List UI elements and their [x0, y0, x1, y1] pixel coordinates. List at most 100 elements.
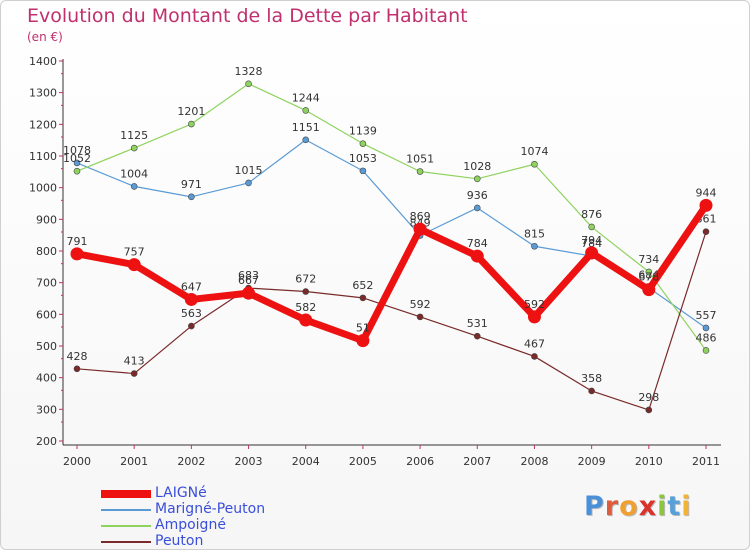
y-tick-label: 1000 — [29, 182, 57, 195]
x-tick-label: 2009 — [578, 455, 606, 468]
x-tick-label: 2010 — [635, 455, 663, 468]
y-tick-label: 900 — [36, 213, 57, 226]
data-point — [245, 80, 252, 88]
data-point — [702, 347, 710, 354]
y-tick-label: 400 — [36, 372, 57, 385]
legend-swatch — [101, 490, 151, 498]
data-label: 557 — [696, 309, 717, 322]
legend-label: Marigné-Peuton — [155, 501, 266, 517]
x-tick-label: 2002 — [177, 455, 205, 468]
data-point — [702, 324, 710, 332]
logo-letter: i — [657, 491, 668, 522]
chart-title: Evolution du Montant de la Dette par Hab… — [27, 5, 468, 27]
proxiti-logo: Proxiti — [584, 491, 692, 522]
data-label: 647 — [181, 280, 202, 293]
x-tick-label: 2005 — [349, 455, 377, 468]
x-tick-label: 2006 — [406, 455, 434, 468]
y-tick-label: 1200 — [29, 118, 57, 131]
data-label: 1051 — [406, 153, 434, 166]
data-label: 428 — [67, 350, 88, 363]
logo-letter: r — [604, 491, 620, 522]
x-tick-label: 2008 — [520, 455, 548, 468]
data-label: 1053 — [349, 152, 377, 165]
data-label: 486 — [696, 331, 717, 344]
data-point — [184, 292, 198, 306]
data-point — [359, 294, 367, 302]
data-point — [413, 222, 427, 236]
data-point — [699, 198, 713, 212]
data-point — [645, 406, 653, 414]
y-tick-label: 1100 — [29, 150, 57, 163]
data-label: 794 — [581, 234, 602, 247]
series-marigne-peuton: 1078100497110151151105384993681578468455… — [63, 121, 717, 332]
data-point — [588, 223, 595, 231]
data-point — [473, 332, 481, 340]
x-tick-label: 2004 — [292, 455, 320, 468]
y-tick-label: 1400 — [29, 55, 57, 68]
data-point — [527, 310, 541, 324]
data-point — [245, 179, 252, 187]
x-tick-label: 2001 — [120, 455, 148, 468]
data-label: 672 — [295, 273, 316, 286]
data-label: 936 — [467, 189, 488, 202]
series-line — [76, 203, 709, 345]
data-point — [242, 286, 256, 300]
series-line — [76, 139, 707, 329]
data-point — [359, 167, 367, 175]
data-label: 531 — [467, 317, 488, 330]
y-tick-label: 200 — [36, 435, 57, 448]
data-point — [73, 167, 81, 175]
data-label: 1139 — [349, 125, 377, 138]
logo-letter: o — [619, 491, 639, 522]
data-label: 971 — [181, 178, 202, 191]
data-point — [588, 387, 595, 395]
data-point — [585, 246, 599, 260]
data-label: 791 — [67, 235, 88, 248]
data-label: 757 — [124, 246, 145, 259]
data-point — [416, 313, 424, 321]
data-point — [188, 193, 195, 201]
unit-label: (en €) — [27, 30, 63, 44]
data-label: 667 — [238, 274, 259, 287]
data-label: 869 — [410, 210, 431, 223]
legend-label: LAIGNé — [155, 485, 207, 501]
data-point — [470, 249, 484, 263]
data-label: 1028 — [463, 160, 491, 173]
data-label: 1244 — [292, 91, 320, 104]
data-label: 876 — [581, 208, 602, 221]
legend-swatch — [101, 509, 151, 511]
data-point — [531, 353, 538, 360]
x-tick-label: 2003 — [235, 455, 263, 468]
data-label: 678 — [638, 271, 659, 284]
series-ampoigne: 1052112512011328124411391051102810748767… — [63, 65, 717, 354]
data-label: 734 — [638, 253, 659, 266]
data-point — [130, 183, 138, 190]
data-label: 1074 — [520, 145, 548, 158]
legend-label: Ampoigné — [155, 517, 226, 533]
y-tick-label: 700 — [36, 277, 57, 290]
x-tick-label: 2000 — [63, 455, 91, 468]
legend-swatch — [101, 541, 151, 543]
data-label: 51 — [356, 322, 370, 335]
data-label: 1052 — [63, 152, 91, 165]
data-point — [127, 258, 141, 272]
data-label: 1328 — [235, 65, 263, 78]
data-point — [531, 242, 538, 250]
data-label: 944 — [696, 186, 717, 199]
data-label: 298 — [638, 391, 659, 404]
data-label: 467 — [524, 337, 545, 350]
y-tick-label: 500 — [36, 340, 57, 353]
data-label: 413 — [124, 355, 145, 368]
data-point — [359, 140, 367, 147]
data-point — [188, 322, 195, 330]
data-label: 1015 — [235, 164, 263, 177]
data-label: 1078 — [63, 144, 91, 157]
data-point — [130, 370, 138, 377]
logo-letter: x — [638, 491, 658, 522]
data-point — [645, 268, 653, 276]
data-point — [73, 159, 81, 167]
logo-letter: i — [681, 491, 692, 522]
data-label: 1125 — [120, 129, 148, 142]
